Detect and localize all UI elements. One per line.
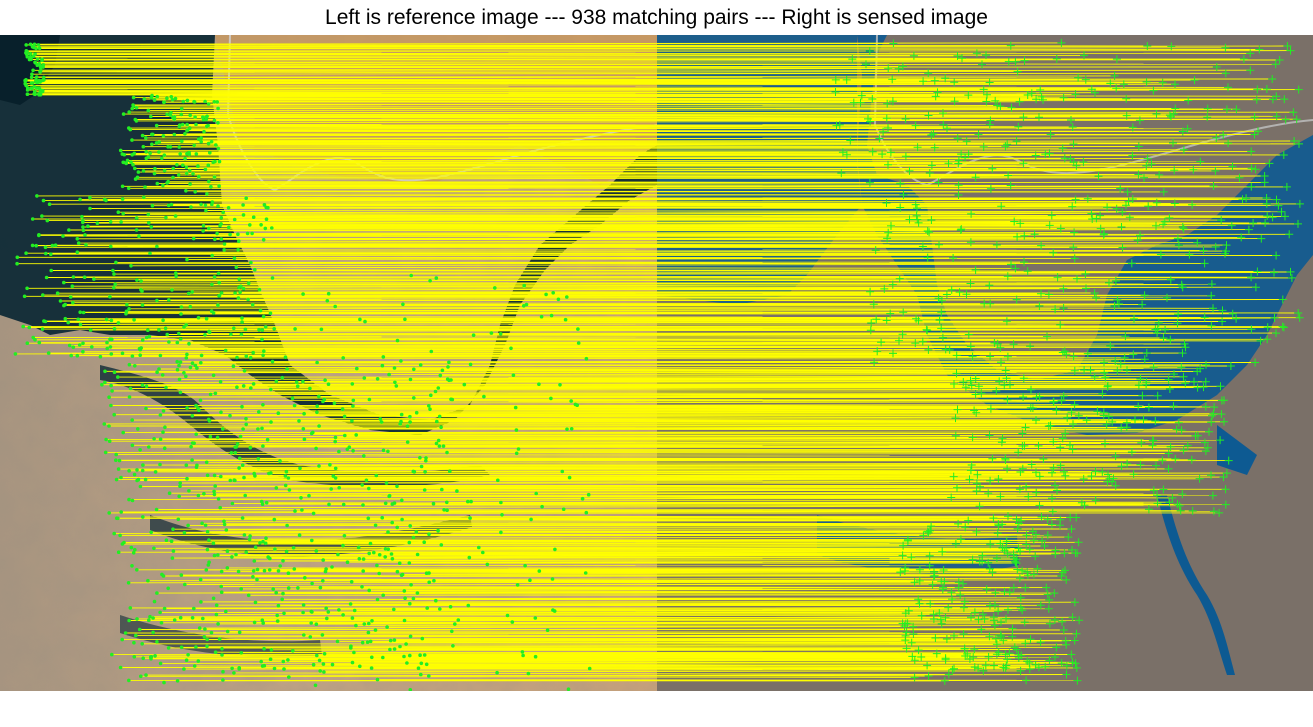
sensed-image-svg xyxy=(657,35,1313,691)
sensed-image xyxy=(657,35,1313,691)
match-figure xyxy=(0,35,1313,691)
sensed-water-main xyxy=(657,35,1313,435)
figure-title: Left is reference image --- 938 matching… xyxy=(325,6,988,29)
reference-image-svg xyxy=(0,35,657,691)
sensed-river-south xyxy=(1157,495,1235,675)
reference-image xyxy=(0,35,657,691)
